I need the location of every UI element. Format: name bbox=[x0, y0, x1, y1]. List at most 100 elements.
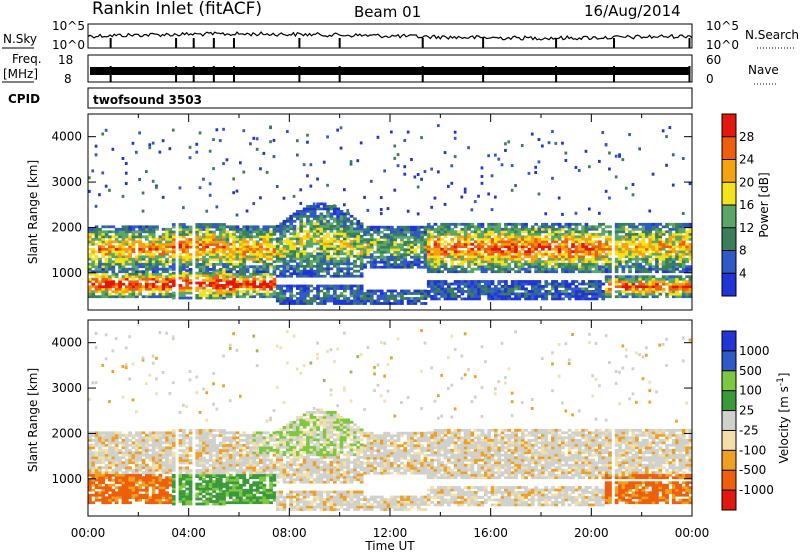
echo-cell bbox=[685, 247, 689, 251]
echo-cell bbox=[124, 493, 129, 497]
echo-cell bbox=[128, 493, 132, 497]
echo-cell bbox=[376, 255, 381, 259]
echo-cell bbox=[591, 262, 595, 266]
echo-cell bbox=[386, 238, 391, 242]
echo-cell bbox=[598, 295, 602, 298]
echo-cell bbox=[681, 277, 686, 281]
echo-cell bbox=[430, 267, 434, 271]
echo-cell bbox=[121, 443, 126, 447]
echo-cell bbox=[500, 232, 505, 236]
echo-cell bbox=[453, 297, 458, 301]
echo-cell bbox=[111, 250, 116, 254]
echo-cell bbox=[668, 260, 673, 264]
echo-cell bbox=[124, 227, 129, 231]
echo-cell bbox=[648, 292, 653, 296]
echo-cell bbox=[312, 207, 317, 211]
nave-bottom-tick: 0 bbox=[706, 72, 714, 86]
echo-cell bbox=[269, 262, 273, 266]
echo-cell bbox=[128, 476, 132, 480]
echo-cell bbox=[668, 257, 673, 261]
echo-cell bbox=[239, 240, 243, 244]
echo-cell bbox=[108, 488, 112, 492]
echo-cell bbox=[124, 270, 129, 274]
echo-cell bbox=[118, 481, 122, 485]
echo-cell bbox=[195, 289, 200, 292]
echo-cell bbox=[165, 290, 169, 294]
echo-cell bbox=[292, 294, 297, 298]
echo-cell bbox=[648, 282, 653, 286]
echo-cell bbox=[500, 287, 505, 291]
echo-cell bbox=[198, 228, 203, 231]
echo-cell bbox=[406, 250, 411, 254]
echo-cell bbox=[114, 456, 119, 460]
echo-cell bbox=[158, 280, 163, 284]
echo-cell bbox=[165, 250, 169, 254]
echo-cell bbox=[537, 262, 542, 266]
echo-cell bbox=[557, 265, 562, 269]
echo-cell bbox=[618, 280, 622, 284]
echo-cell bbox=[400, 258, 404, 262]
echo-cell bbox=[312, 237, 317, 241]
echo-cell bbox=[114, 295, 119, 299]
echo-cell bbox=[198, 265, 203, 269]
echo-cell bbox=[510, 297, 515, 301]
echo-cell bbox=[648, 277, 653, 281]
echo-cell bbox=[316, 294, 320, 298]
echo-cell bbox=[212, 274, 216, 277]
echo-cell bbox=[527, 240, 532, 244]
echo-cell bbox=[416, 258, 421, 262]
echo-cell bbox=[541, 225, 545, 229]
echo-cell bbox=[645, 292, 649, 296]
echo-cell bbox=[292, 264, 297, 268]
echo-cell bbox=[239, 272, 243, 276]
echo-cell bbox=[98, 456, 102, 460]
echo-cell bbox=[222, 289, 226, 292]
echo-cell bbox=[235, 287, 240, 291]
echo-cell bbox=[490, 232, 495, 236]
echo-cell bbox=[494, 242, 498, 246]
echo-cell bbox=[312, 269, 317, 273]
echo-cell bbox=[416, 297, 421, 300]
echo-cell bbox=[289, 294, 293, 298]
echo-cell bbox=[420, 245, 424, 249]
echo-cell bbox=[638, 290, 642, 294]
echo-cell bbox=[282, 292, 287, 295]
echo-cell bbox=[403, 253, 408, 257]
echo-cell bbox=[208, 238, 213, 241]
echo-cell bbox=[312, 205, 317, 208]
echo-cell bbox=[299, 254, 304, 258]
echo-cell bbox=[534, 255, 538, 259]
echo-cell bbox=[504, 257, 508, 261]
echo-cell bbox=[292, 229, 297, 233]
echo-cell bbox=[333, 207, 337, 211]
echo-cell bbox=[131, 481, 136, 485]
echo-cell bbox=[678, 270, 683, 274]
echo-cell bbox=[671, 290, 676, 294]
echo-cell bbox=[145, 285, 149, 289]
echo-cell bbox=[349, 292, 354, 295]
echo-cell bbox=[373, 238, 377, 242]
echo-cell bbox=[484, 282, 488, 286]
echo-cell bbox=[571, 270, 575, 274]
echo-cell bbox=[551, 240, 555, 244]
echo-cell bbox=[91, 493, 96, 497]
echo-cell bbox=[259, 275, 263, 279]
echo-cell bbox=[228, 260, 233, 264]
echo-cell bbox=[124, 250, 129, 254]
echo-cell bbox=[289, 287, 293, 290]
echo-cell bbox=[182, 248, 186, 251]
echo-cell bbox=[326, 264, 330, 268]
echo-cell bbox=[343, 302, 347, 305]
echo-cell bbox=[571, 227, 575, 231]
echo-cell bbox=[302, 247, 307, 251]
echo-cell bbox=[138, 270, 142, 274]
echo-cell bbox=[567, 267, 572, 271]
echo-cell bbox=[551, 297, 555, 301]
echo-cell bbox=[118, 255, 122, 259]
echo-cell bbox=[94, 270, 99, 274]
echo-cell bbox=[322, 267, 327, 271]
echo-cell bbox=[514, 260, 518, 264]
echo-cell bbox=[500, 230, 505, 234]
echo-cell bbox=[564, 262, 569, 266]
echo-cell bbox=[490, 267, 495, 271]
